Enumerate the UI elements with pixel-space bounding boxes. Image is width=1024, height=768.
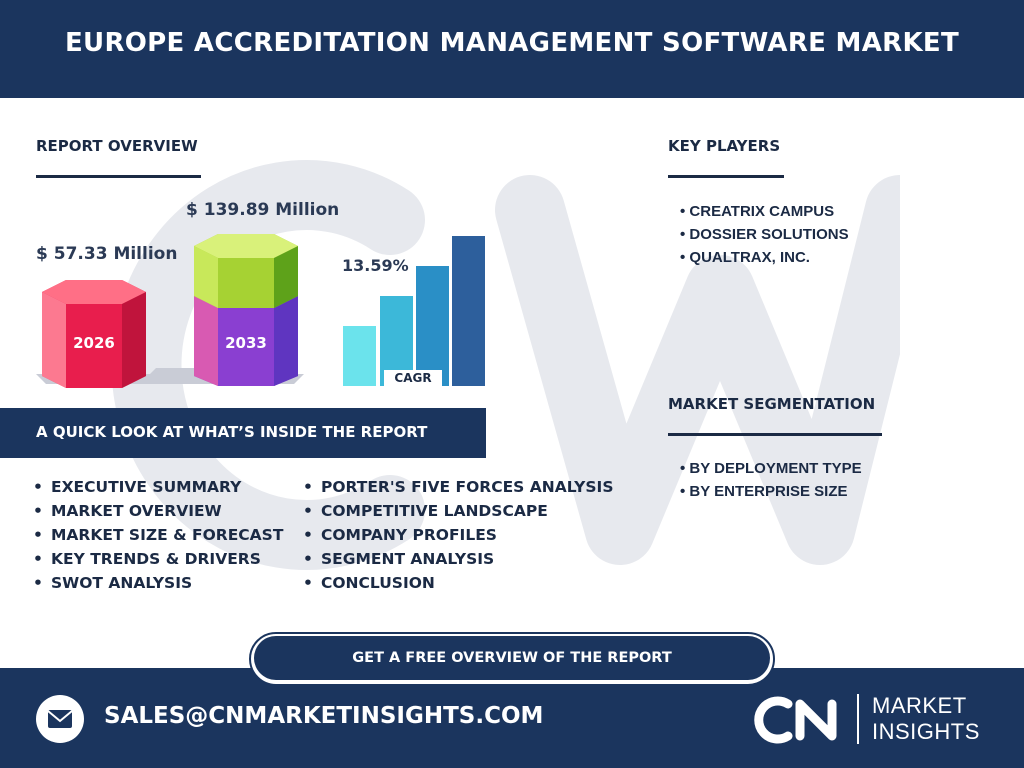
quick-look-right-list: PORTER'S FIVE FORCES ANALYSIS COMPETITIV…	[303, 475, 613, 595]
list-item: CONCLUSION	[303, 571, 613, 595]
key-players-title: KEY PLAYERS	[668, 137, 781, 155]
hexagon-2026: 2026	[40, 276, 148, 390]
cagr-value: 13.59%	[342, 256, 409, 275]
cn-logo-icon	[754, 696, 837, 744]
list-item: COMPANY PROFILES	[303, 523, 613, 547]
list-item: MARKET OVERVIEW	[33, 499, 283, 523]
logo-text-market: MARKET	[872, 693, 967, 718]
list-item: • BY ENTERPRISE SIZE	[680, 483, 848, 500]
watermark-logo	[111, 160, 900, 570]
quick-look-banner: A QUICK LOOK AT WHAT’S INSIDE THE REPORT	[0, 408, 486, 458]
list-item: PORTER'S FIVE FORCES ANALYSIS	[303, 475, 613, 499]
cagr-label: CAGR	[384, 370, 442, 386]
market-segmentation-list: • BY DEPLOYMENT TYPE • BY ENTERPRISE SIZ…	[680, 457, 862, 503]
sales-email-link[interactable]: SALES@CNMARKETINSIGHTS.COM	[104, 703, 544, 729]
list-item: SWOT ANALYSIS	[33, 571, 283, 595]
list-item: EXECUTIVE SUMMARY	[33, 475, 283, 499]
year-2026-label: 2026	[73, 334, 115, 352]
list-item: • CREATRIX CAMPUS	[680, 203, 835, 220]
page-title: EUROPE ACCREDITATION MANAGEMENT SOFTWARE…	[64, 28, 960, 58]
list-item: COMPETITIVE LANDSCAPE	[303, 499, 613, 523]
cagr-bar-3	[416, 266, 449, 386]
mail-icon[interactable]	[36, 695, 84, 743]
value-2033-label: $ 139.89 Million	[186, 200, 340, 220]
logo-text-insights: INSIGHTS	[872, 719, 980, 744]
value-2026-label: $ 57.33 Million	[36, 244, 178, 264]
quick-look-left-list: EXECUTIVE SUMMARY MARKET OVERVIEW MARKET…	[33, 475, 283, 595]
list-item: SEGMENT ANALYSIS	[303, 547, 613, 571]
free-overview-button[interactable]: GET A FREE OVERVIEW OF THE REPORT	[254, 636, 770, 680]
year-2033-label: 2033	[225, 334, 267, 352]
header-bar: EUROPE ACCREDITATION MANAGEMENT SOFTWARE…	[0, 0, 1024, 98]
cagr-bar-4	[452, 236, 485, 386]
key-players-list: • CREATRIX CAMPUS • DOSSIER SOLUTIONS • …	[680, 200, 849, 269]
quick-look-title: A QUICK LOOK AT WHAT’S INSIDE THE REPORT	[36, 423, 428, 441]
report-overview-title: REPORT OVERVIEW	[36, 137, 198, 155]
market-segmentation-underline	[668, 433, 882, 436]
list-item: • DOSSIER SOLUTIONS	[680, 226, 849, 243]
key-players-underline	[668, 175, 784, 178]
cagr-bar-chart: CAGR	[342, 234, 486, 386]
list-item: • QUALTRAX, INC.	[680, 249, 810, 266]
hexagon-2033: 2033	[192, 230, 300, 388]
report-overview-underline	[36, 175, 201, 178]
logo-divider	[857, 694, 859, 744]
list-item: MARKET SIZE & FORECAST	[33, 523, 283, 547]
market-segmentation-title: MARKET SEGMENTATION	[668, 395, 876, 413]
cagr-bar-1	[343, 326, 376, 386]
list-item: KEY TRENDS & DRIVERS	[33, 547, 283, 571]
list-item: • BY DEPLOYMENT TYPE	[680, 460, 862, 477]
